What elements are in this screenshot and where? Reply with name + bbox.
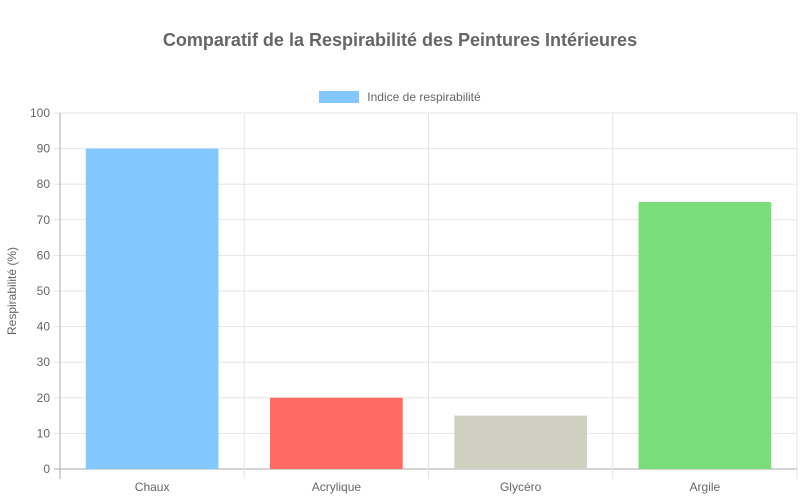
x-tick-label: Argile bbox=[690, 480, 721, 494]
y-tick-label: 80 bbox=[37, 177, 51, 191]
y-tick-label: 10 bbox=[37, 426, 51, 440]
y-tick-label: 20 bbox=[37, 391, 51, 405]
y-tick-label: 90 bbox=[37, 142, 51, 156]
y-tick-label: 100 bbox=[30, 106, 50, 120]
legend-label: Indice de respirabilité bbox=[367, 90, 481, 104]
bar-glycéro[interactable] bbox=[454, 415, 587, 469]
y-tick-label: 30 bbox=[37, 355, 51, 369]
bar-chaux[interactable] bbox=[85, 148, 219, 469]
y-axis-label: Respirabilité (%) bbox=[5, 247, 19, 335]
y-tick-label: 70 bbox=[37, 213, 51, 227]
bar-acrylique[interactable] bbox=[270, 397, 403, 469]
y-tick-label: 0 bbox=[43, 462, 50, 476]
y-tick-label: 60 bbox=[37, 248, 51, 262]
chart-title: Comparatif de la Respirabilité des Peint… bbox=[162, 30, 638, 50]
y-tick-label: 40 bbox=[37, 320, 51, 334]
x-tick-label: Acrylique bbox=[312, 480, 362, 494]
legend[interactable]: Indice de respirabilité bbox=[0, 90, 800, 104]
bar-argile[interactable] bbox=[638, 202, 772, 469]
x-tick-label: Chaux bbox=[135, 480, 170, 494]
y-tick-label: 50 bbox=[37, 284, 51, 298]
x-tick-label: Glycéro bbox=[500, 480, 542, 494]
legend-swatch bbox=[319, 91, 360, 103]
